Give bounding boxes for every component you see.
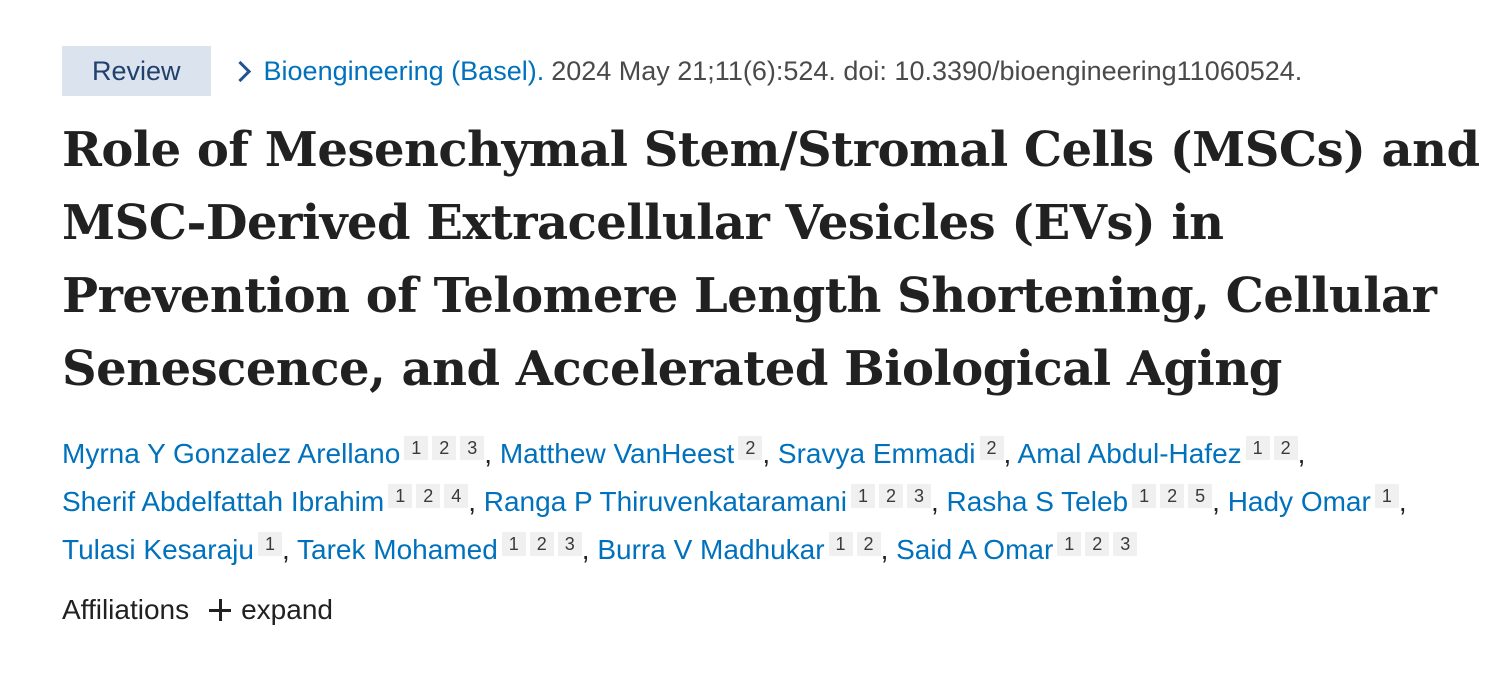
author-item: Tarek Mohamed 1 2 3, (297, 532, 590, 565)
affiliation-number-button[interactable]: 3 (557, 532, 582, 556)
journal-link[interactable]: Bioengineering (Basel). (263, 55, 545, 86)
citation-text: 2024 May 21;11(6):524. doi: 10.3390/bioe… (551, 55, 1303, 86)
affiliation-number-button[interactable]: 1 (501, 532, 526, 556)
author-name-link[interactable]: Rasha S Teleb (946, 486, 1129, 517)
affiliation-number-button[interactable]: 2 (432, 436, 457, 460)
affiliation-number-button[interactable]: 2 (979, 436, 1004, 460)
author-item: Rasha S Teleb 1 2 5, (946, 484, 1220, 517)
citation-row: Review Bioengineering (Basel). 2024 May … (62, 46, 1502, 96)
affiliation-number-button[interactable]: 1 (1057, 532, 1082, 556)
author-separator: , (1398, 486, 1407, 517)
author-separator: , (484, 438, 493, 469)
author-item: Burra V Madhukar 1 2, (597, 532, 889, 565)
affiliation-number-button[interactable]: 2 (1160, 484, 1185, 508)
affiliation-number-button[interactable]: 1 (1374, 484, 1399, 508)
author-separator: , (1297, 438, 1306, 469)
author-name-link[interactable]: Sravya Emmadi (777, 438, 976, 469)
author-item: Matthew VanHeest 2, (499, 436, 771, 469)
affiliation-number-button[interactable]: 1 (1132, 484, 1157, 508)
affiliation-number-button[interactable]: 3 (460, 436, 485, 460)
affiliation-number-button[interactable]: 1 (828, 532, 853, 556)
author-item: Sravya Emmadi 2, (777, 436, 1012, 469)
author-name-link[interactable]: Tarek Mohamed (297, 534, 498, 565)
affiliation-number-button[interactable]: 3 (906, 484, 931, 508)
article-title: Role of Mesenchymal Stem/Stromal Cells (… (62, 122, 1480, 397)
expand-label: expand (241, 594, 333, 625)
affiliation-number-button[interactable]: 2 (1273, 436, 1298, 460)
affiliations-row: Affiliations expand (62, 594, 1502, 626)
affiliation-number-button[interactable]: 2 (416, 484, 441, 508)
plus-icon (209, 599, 232, 621)
author-name-link[interactable]: Burra V Madhukar (597, 534, 825, 565)
author-item: Said A Omar 1 2 3 (896, 532, 1138, 565)
author-separator: , (1212, 486, 1220, 517)
author-separator: , (281, 534, 290, 565)
affiliation-number-button[interactable]: 4 (444, 484, 469, 508)
author-item: Hady Omar 1, (1227, 484, 1407, 517)
affiliation-number-button[interactable]: 3 (1113, 532, 1138, 556)
affiliation-number-button[interactable]: 1 (388, 484, 413, 508)
article-header: Review Bioengineering (Basel). 2024 May … (62, 46, 1502, 626)
affiliation-number-button[interactable]: 1 (257, 532, 282, 556)
author-separator: , (468, 486, 476, 517)
author-item: Sherif Abdelfattah Ibrahim 1 2 4, (62, 484, 476, 517)
author-separator: , (762, 438, 771, 469)
affiliation-number-button[interactable]: 2 (1085, 532, 1110, 556)
affiliation-number-button[interactable]: 2 (738, 436, 763, 460)
author-name-link[interactable]: Said A Omar (896, 534, 1054, 565)
affiliation-number-button[interactable]: 2 (529, 532, 554, 556)
affiliation-number-button[interactable]: 1 (850, 484, 875, 508)
authors-list: Myrna Y Gonzalez Arellano 1 2 3, Matthew Va… (62, 430, 1482, 574)
affiliation-number-button[interactable]: 1 (1245, 436, 1270, 460)
author-separator: , (880, 534, 889, 565)
affiliation-number-button[interactable]: 2 (856, 532, 881, 556)
affiliations-label: Affiliations (62, 594, 190, 625)
author-item: Myrna Y Gonzalez Arellano 1 2 3, (62, 436, 493, 469)
author-item: Amal Abdul-Hafez 1 2, (1017, 436, 1306, 469)
author-name-link[interactable]: Myrna Y Gonzalez Arellano (62, 438, 401, 469)
author-item: Tulasi Kesaraju 1, (62, 532, 290, 565)
author-name-link[interactable]: Sherif Abdelfattah Ibrahim (62, 486, 385, 517)
author-item: Ranga P Thiruvenkataramani 1 2 3, (483, 484, 939, 517)
author-name-link[interactable]: Matthew VanHeest (499, 438, 735, 469)
affiliation-number-button[interactable]: 5 (1188, 484, 1213, 508)
author-name-link[interactable]: Amal Abdul-Hafez (1017, 438, 1242, 469)
author-name-link[interactable]: Tulasi Kesaraju (62, 534, 254, 565)
affiliation-number-button[interactable]: 1 (404, 436, 429, 460)
author-name-link[interactable]: Hady Omar (1227, 486, 1371, 517)
author-name-link[interactable]: Ranga P Thiruvenkataramani (483, 486, 847, 517)
publication-type-badge: Review (62, 46, 211, 96)
chevron-right-icon (229, 60, 251, 82)
author-separator: , (1003, 438, 1012, 469)
author-separator: , (581, 534, 590, 565)
affiliation-number-button[interactable]: 2 (878, 484, 903, 508)
author-separator: , (930, 486, 939, 517)
expand-affiliations-button[interactable]: expand (209, 594, 333, 626)
